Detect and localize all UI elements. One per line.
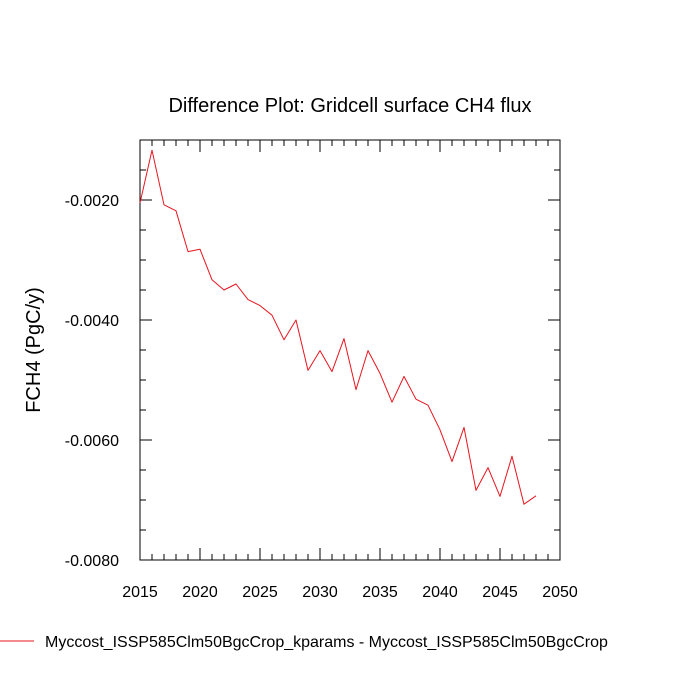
series-line: [139, 149, 537, 505]
y-axis-label: FCH4 (PgC/y): [23, 287, 45, 413]
minor-ticks: [140, 140, 560, 560]
x-tick-label: 2030: [302, 584, 338, 601]
x-tick-label: 2015: [122, 584, 158, 601]
x-tick-label: 2020: [182, 584, 218, 601]
y-tick-label: -0.0020: [65, 193, 119, 210]
legend-label: Myccost_ISSP585Clm50BgcCrop_kparams - My…: [45, 634, 608, 651]
series-layer: [139, 149, 537, 505]
legend: Myccost_ISSP585Clm50BgcCrop_kparams - My…: [0, 634, 608, 651]
plot-frame: [139, 139, 561, 561]
y-tick-label: -0.0040: [65, 313, 119, 330]
x-tick-label: 2035: [362, 584, 398, 601]
y-tick-label: -0.0060: [65, 433, 119, 450]
chart-title: Difference Plot: Gridcell surface CH4 fl…: [168, 95, 531, 117]
x-tick-label: 2025: [242, 584, 278, 601]
x-tick-label: 2045: [482, 584, 518, 601]
y-axis-ticks: -0.0080 -0.0060 -0.0040 -0.0020: [65, 193, 560, 570]
y-tick-label: -0.0080: [65, 553, 119, 570]
x-tick-label: 2050: [542, 584, 578, 601]
x-tick-label: 2040: [422, 584, 458, 601]
x-axis-ticks: 2015 2020 2025 2030 2035 2040 2045 2050: [122, 140, 578, 601]
